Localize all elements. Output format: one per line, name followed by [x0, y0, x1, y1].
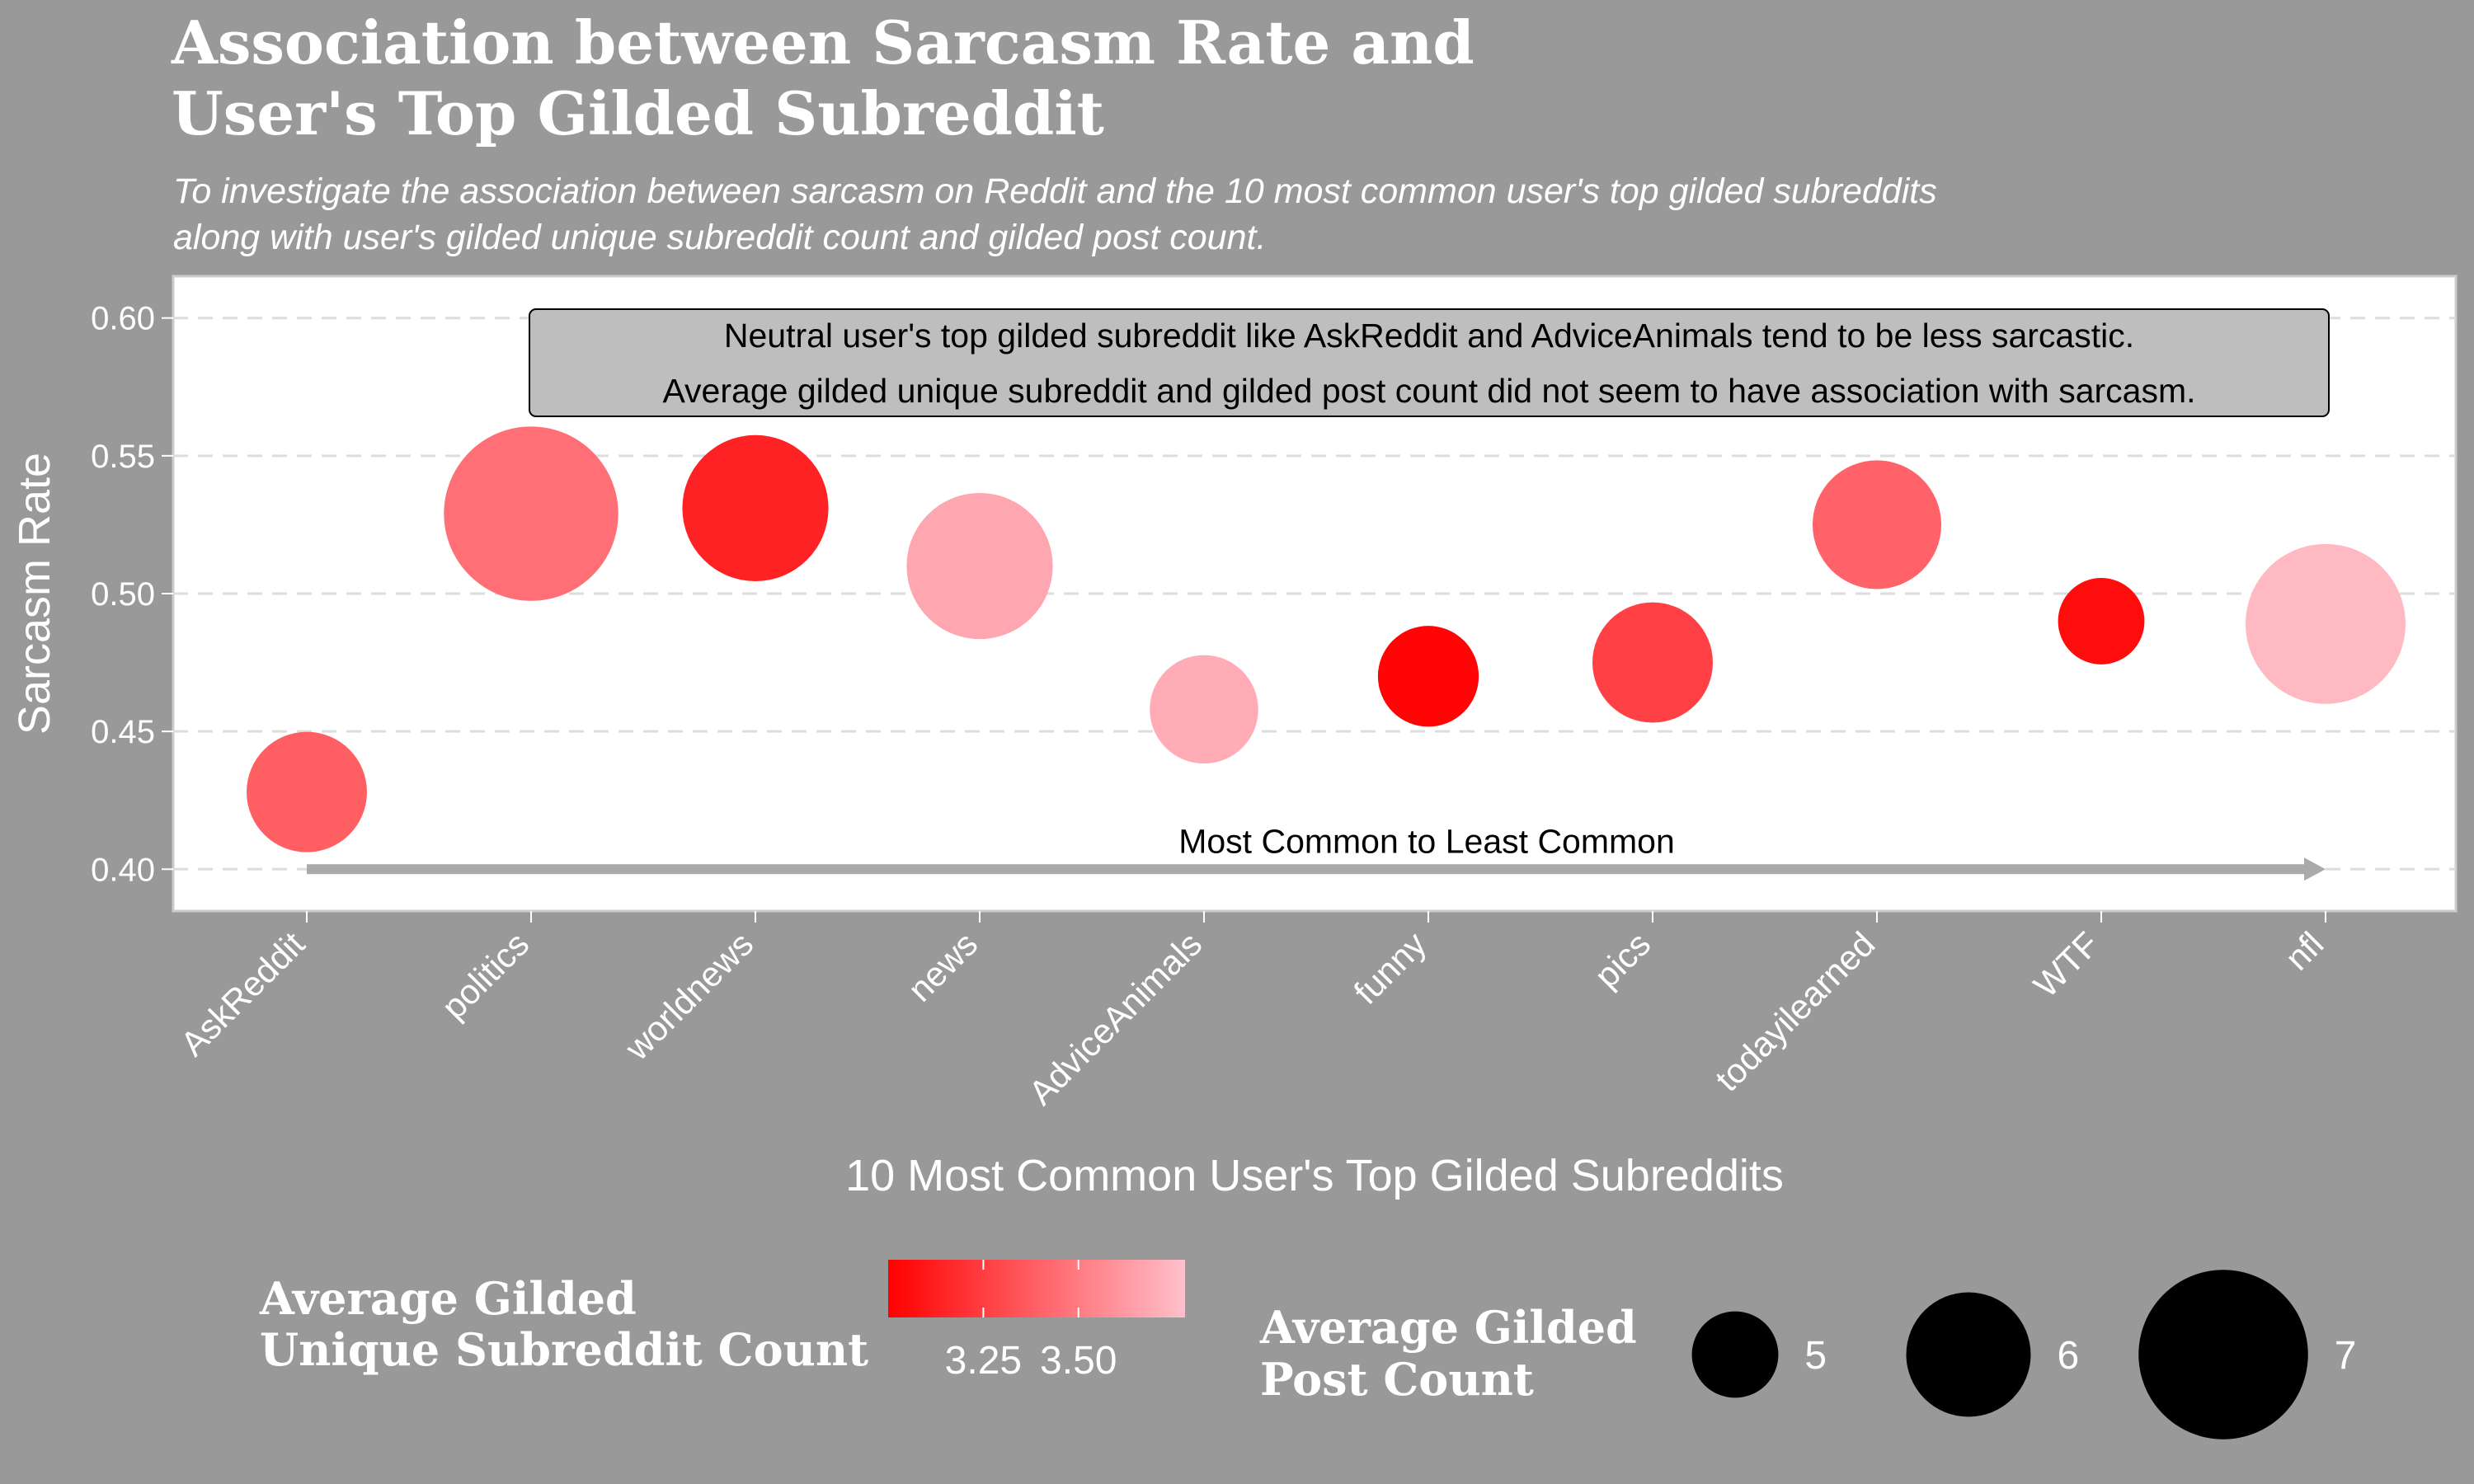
data-point-politics: [444, 426, 618, 601]
y-tick-label: 0.45: [91, 714, 155, 750]
color-legend: Average Gilded Unique Subreddit Count 3.…: [259, 1260, 1185, 1383]
annotation-line-2: Average gilded unique subreddit and gild…: [662, 372, 2195, 410]
data-point-worldnews: [682, 434, 829, 581]
size-legend-title-line-1: Average Gilded: [1259, 1301, 1637, 1354]
size-legend: Average Gilded Post Count 5 6 7: [1259, 1270, 2356, 1439]
size-legend-title-line-2: Post Count: [1260, 1353, 1534, 1406]
size-legend-label-5: 5: [1804, 1334, 1827, 1378]
size-legend-label-6: 6: [2057, 1334, 2079, 1378]
color-legend-title-line-1: Average Gilded: [259, 1272, 637, 1325]
y-tick-label: 0.40: [91, 852, 155, 888]
annotation-box: Neutral user's top gilded subreddit like…: [529, 308, 2330, 417]
data-point-adviceanimals: [1150, 655, 1258, 764]
order-arrow: Most Common to Least Common: [307, 822, 2326, 881]
y-tick-label: 0.60: [91, 301, 155, 337]
arrow-label: Most Common to Least Common: [1178, 822, 1675, 860]
annotation-background: [529, 308, 2330, 417]
chart-subtitle-line-2: along with user's gilded unique subreddi…: [173, 218, 1266, 257]
data-point-news: [906, 492, 1053, 640]
arrow-head: [2304, 857, 2326, 881]
size-legend-items: 5 6 7: [1691, 1270, 2357, 1439]
chart-subtitle-line-1: To investigate the association between s…: [173, 171, 1937, 211]
colorbar-ticks: 3.25 3.50: [945, 1260, 1117, 1383]
size-legend-circle-7: [2138, 1270, 2308, 1439]
data-point-wtf: [2058, 578, 2145, 665]
data-point-pics: [1592, 602, 1713, 723]
y-axis-ticks: 0.40 0.45 0.50 0.55 0.60: [91, 301, 173, 888]
data-points: [247, 426, 2406, 852]
colorbar-tick-label: 3.25: [945, 1339, 1022, 1383]
size-legend-circle-6: [1906, 1292, 2031, 1417]
data-point-todayilearned: [1812, 460, 1942, 589]
y-tick-label: 0.55: [91, 439, 155, 475]
x-axis-label: 10 Most Common User's Top Gilded Subredd…: [845, 1151, 1784, 1200]
annotation-line-1: Neutral user's top gilded subreddit like…: [724, 317, 2134, 355]
chart-title-line-2: User's Top Gilded Subreddit: [172, 78, 1104, 148]
colorbar-tick-label: 3.50: [1040, 1339, 1117, 1383]
size-legend-label-7: 7: [2335, 1334, 2357, 1378]
chart-title-line-1: Association between Sarcasm Rate and: [171, 7, 1475, 77]
colorbar: [888, 1260, 1185, 1317]
data-point-funny: [1377, 626, 1479, 727]
y-tick-label: 0.50: [91, 576, 155, 613]
data-point-nfl: [2246, 543, 2406, 704]
y-axis-label: Sarcasm Rate: [10, 453, 59, 735]
data-point-askreddit: [247, 731, 367, 852]
size-legend-circle-5: [1691, 1311, 1779, 1398]
color-legend-title-line-2: Unique Subreddit Count: [260, 1323, 868, 1376]
